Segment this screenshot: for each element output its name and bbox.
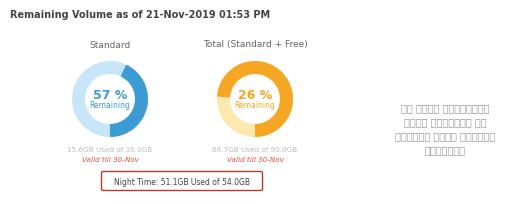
Text: Valid till 30-Nov: Valid till 30-Nov [81, 156, 138, 162]
Text: Standard: Standard [90, 40, 131, 49]
Text: 26 %: 26 % [238, 89, 272, 102]
Text: රාත්රි දන්න හාවිනය: රාත්රි දන්න හාවිනය [395, 130, 495, 140]
Text: 15.6GB Used of 36.0GB: 15.6GB Used of 36.0GB [68, 146, 153, 152]
Text: පෙන්වයි: පෙන්වයි [424, 144, 465, 154]
Text: 57 %: 57 % [93, 89, 127, 102]
Wedge shape [217, 62, 293, 137]
Text: Remaining: Remaining [90, 101, 131, 110]
Wedge shape [110, 65, 148, 137]
Text: Remaining: Remaining [234, 101, 275, 110]
Text: Remaining Volume as of 21-Nov-2019 01:53 PM: Remaining Volume as of 21-Nov-2019 01:53… [10, 10, 270, 20]
Text: දන්න ල්විටරය මත: දන්න ල්විටරය මත [403, 116, 486, 126]
Text: ශ් ලංකා තෙලිකලම්: ශ් ලංකා තෙලිකලම් [401, 102, 489, 112]
Text: Night Time: 51.1GB Used of 54.0GB: Night Time: 51.1GB Used of 54.0GB [114, 177, 250, 186]
FancyBboxPatch shape [101, 172, 263, 191]
Wedge shape [217, 62, 293, 137]
Wedge shape [72, 62, 148, 137]
Text: Total (Standard + Free): Total (Standard + Free) [203, 40, 307, 49]
Text: 66.7GB Used of 90.0GB: 66.7GB Used of 90.0GB [212, 146, 297, 152]
Text: Valid till 30-Nov: Valid till 30-Nov [227, 156, 284, 162]
